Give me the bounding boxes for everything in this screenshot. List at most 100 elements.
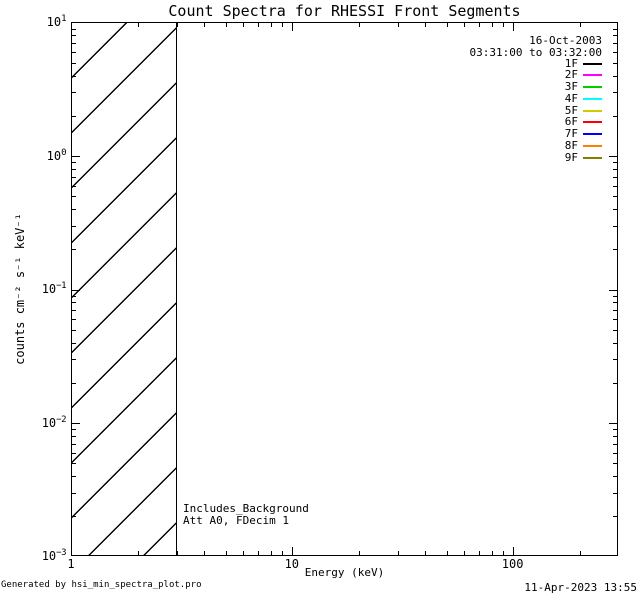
legend-entry-label: 2F — [564, 68, 578, 82]
x-axis-tick — [478, 23, 480, 27]
x-axis-tick — [176, 23, 178, 27]
y-axis-tick — [613, 310, 617, 312]
legend-entry-label: 7F — [564, 127, 578, 140]
y-axis-tick — [613, 302, 617, 304]
legend-entry-label: 3F — [564, 80, 578, 93]
y-axis-tick — [613, 43, 617, 45]
x-axis-tick — [503, 23, 505, 27]
x-axis-tick — [478, 551, 480, 555]
legend-entry-label: 4F — [564, 91, 578, 105]
y-axis-tick — [72, 452, 76, 454]
x-axis-tick — [579, 551, 581, 555]
legend-entry-label: 6F — [564, 115, 578, 129]
x-axis-tick — [176, 551, 178, 555]
plot-area: Includes_Background Att A0, FDecim 1 — [71, 22, 618, 556]
x-axis-tick — [225, 551, 227, 555]
y-tick-label: 101 — [46, 14, 67, 29]
legend-color-swatch — [583, 156, 602, 159]
y-axis-tick — [613, 162, 617, 164]
x-axis-tick — [204, 23, 206, 27]
x-axis-tick — [137, 551, 139, 555]
x-axis-tick — [204, 551, 206, 555]
y-axis-tick — [613, 342, 617, 344]
legend-color-swatch — [583, 109, 602, 112]
y-axis-tick — [72, 52, 76, 54]
y-axis-tick — [609, 156, 617, 157]
generation-timestamp: 11-Apr-2023 13:55 — [524, 581, 637, 594]
y-tick-label: 10−1 — [41, 281, 67, 296]
y-axis-tick — [613, 476, 617, 478]
legend-color-swatch — [583, 144, 602, 147]
x-axis-tick — [258, 23, 260, 27]
x-axis-tick — [225, 23, 227, 27]
x-axis-tick — [503, 551, 505, 555]
y-axis-tick — [72, 302, 76, 304]
y-axis-tick — [609, 423, 617, 424]
x-axis-tick — [397, 551, 399, 555]
x-axis-tick — [292, 547, 294, 555]
legend-color-swatch — [583, 121, 602, 124]
y-axis-tick — [72, 443, 76, 445]
x-axis-tick — [243, 23, 245, 27]
y-axis-tick — [613, 176, 617, 178]
y-axis-tick — [613, 435, 617, 437]
y-axis-tick — [72, 156, 80, 157]
x-axis-tick — [464, 551, 466, 555]
y-axis-tick — [613, 443, 617, 445]
y-axis-tick — [72, 476, 76, 478]
legend-entry-label: 1F — [564, 56, 578, 70]
y-axis-tick — [72, 75, 76, 77]
legend-color-swatch — [583, 74, 602, 77]
y-axis-tick — [72, 185, 76, 187]
y-axis-tick — [613, 429, 617, 431]
y-axis-tick — [613, 62, 617, 64]
y-axis-tick — [613, 92, 617, 94]
y-axis-tick — [72, 115, 76, 117]
x-axis-tick — [258, 551, 260, 555]
y-axis-tick — [613, 319, 617, 321]
legend-date: 16-Oct-2003 — [529, 34, 602, 47]
plot-title: Count Spectra for RHESSI Front Segments — [168, 2, 521, 20]
y-axis-tick — [609, 289, 617, 291]
y-axis-tick — [72, 463, 76, 465]
annotation-background: Includes_Background — [183, 502, 309, 515]
legend-color-swatch — [583, 133, 602, 135]
y-axis-tick — [613, 115, 617, 117]
y-axis-tick — [72, 492, 76, 494]
x-axis-tick — [137, 23, 139, 27]
x-axis-tick — [292, 23, 294, 31]
y-axis-tick — [72, 92, 76, 94]
x-axis-tick — [513, 23, 515, 31]
x-axis-tick — [270, 551, 272, 555]
x-axis-tick — [491, 23, 493, 27]
y-axis-tick — [72, 225, 76, 227]
y-axis-tick — [72, 435, 76, 437]
y-axis-tick — [72, 310, 76, 312]
y-axis-tick — [613, 225, 617, 227]
hatched-low-energy-region — [72, 23, 178, 555]
y-axis-tick — [613, 168, 617, 170]
y-axis-tick — [613, 185, 617, 187]
y-tick-label: 10−3 — [41, 548, 67, 563]
y-axis-tick — [613, 359, 617, 361]
x-axis-tick — [358, 23, 360, 27]
legend-color-swatch — [583, 97, 602, 100]
y-axis-tick — [72, 176, 76, 178]
y-axis-tick — [72, 382, 76, 384]
y-tick-label: 10−2 — [41, 414, 67, 430]
y-axis-tick — [72, 359, 76, 361]
y-axis-tick — [72, 329, 76, 331]
legend-entry-label: 5F — [564, 103, 578, 117]
y-axis-tick — [613, 516, 617, 518]
y-axis-tick — [72, 319, 76, 321]
y-axis-tick — [613, 249, 617, 251]
y-axis-tick — [613, 209, 617, 211]
y-axis-tick — [72, 168, 76, 170]
y-axis-tick — [613, 196, 617, 198]
plot-annotations: Includes_Background Att A0, FDecim 1 — [183, 503, 309, 527]
y-axis-tick — [72, 62, 76, 64]
x-axis-tick — [579, 23, 581, 27]
x-axis-tick — [243, 551, 245, 555]
x-axis-tick — [270, 23, 272, 27]
y-axis-tick — [613, 452, 617, 454]
